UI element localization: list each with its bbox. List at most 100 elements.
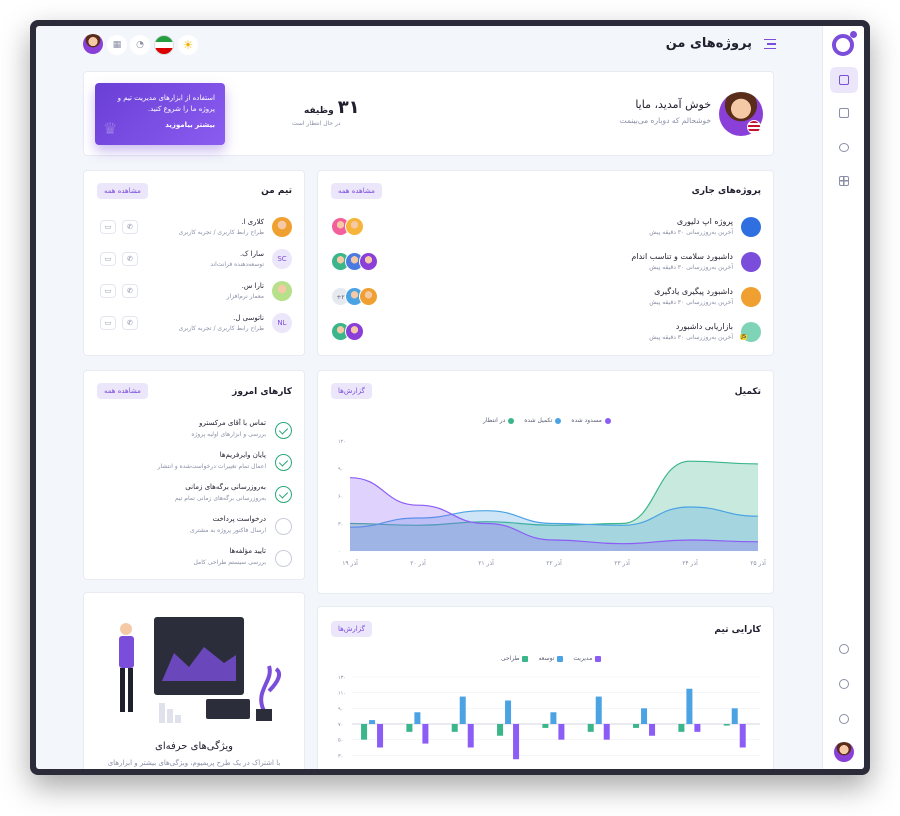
y-tick-label: ۱۱۰ [338, 691, 346, 697]
us-flag-icon [747, 120, 761, 134]
task-checkbox[interactable] [275, 550, 292, 567]
sidebar-item-search[interactable] [830, 671, 858, 697]
sidebar-item-calendar[interactable] [830, 100, 858, 126]
bar [513, 724, 520, 760]
bar [505, 700, 512, 724]
tasks-card: کارهای امروز مشاهده همه تماس با آقای مرک… [83, 370, 305, 580]
sidebar-item-apps[interactable] [830, 168, 858, 194]
project-name[interactable]: داشبورد پیگیری یادگیری [654, 287, 733, 296]
bar [678, 724, 685, 732]
flag-icon[interactable] [154, 35, 174, 55]
sidebar-item-projects[interactable] [830, 67, 858, 93]
phone-icon[interactable]: ✆ [122, 284, 138, 298]
welcome-greeting: خوش آمدید، مایا [635, 98, 711, 111]
task-checkbox[interactable] [275, 454, 292, 471]
bar [686, 688, 693, 724]
bar [550, 712, 557, 724]
y-tick-label: ۱۲۰ [338, 439, 346, 445]
project-icon [741, 287, 761, 307]
y-tick-label: ۹۰ [338, 706, 343, 712]
task-label: وظیفه [304, 106, 334, 116]
legend-completed: تکمیل شده [524, 417, 562, 424]
project-updated: آخرین به‌روزرسانی ۳۰ دقیقه پیش [649, 229, 733, 236]
task-description: بررسی و ابزارهای اولیه پروژه [191, 431, 266, 438]
bar [542, 724, 549, 728]
page-title: پروژه‌های من [665, 36, 752, 51]
top-bar: پروژه‌های من ▦ ◔ ☀ [36, 26, 822, 66]
performance-card: کارایی تیم گزارش‌ها مدیریت توسعه طراحی ۱… [317, 606, 774, 769]
team-view-all[interactable]: مشاهده همه [97, 183, 148, 199]
sidebar-item-lock[interactable] [830, 636, 858, 662]
task-checkbox[interactable] [275, 518, 292, 535]
member-role: طراح رابط کاربری / تجربه کاربری [178, 229, 264, 236]
app-logo-icon[interactable] [832, 31, 857, 56]
bell-icon[interactable]: ◔ [130, 35, 150, 55]
sidebar-rail [822, 26, 864, 769]
legend-blocked: مسدود شده [571, 417, 611, 424]
bar [739, 724, 746, 748]
video-icon[interactable]: ▭ [100, 252, 116, 266]
pro-illustration [119, 617, 282, 723]
task-title: به‌روزرسانی برگه‌های زمانی [185, 483, 266, 491]
bar [633, 724, 640, 728]
lock-icon [839, 644, 849, 654]
promo-banner: استفاده از ابزارهای مدیریت تیم و پروژه م… [95, 83, 225, 145]
profile-avatar[interactable] [83, 34, 103, 54]
y-tick-label: ۷۰ [338, 722, 343, 728]
promo-link[interactable]: بیشتر بیاموزید [165, 121, 215, 129]
video-icon[interactable]: ▭ [100, 220, 116, 234]
phone-icon[interactable]: ✆ [122, 252, 138, 266]
pro-description: با اشتراک در یک طرح پریمیوم، ویژگی‌های ب… [107, 759, 281, 767]
performance-reports-button[interactable]: گزارش‌ها [331, 621, 372, 637]
sidebar-item-settings[interactable] [830, 706, 858, 732]
project-icon [741, 217, 761, 237]
sidebar-item-messages[interactable] [830, 134, 858, 160]
y-tick-label: ۵۰ [338, 738, 343, 744]
task-description: به‌روزرسانی برگه‌های زمانی تمام تیم [174, 495, 266, 502]
member-avatar [345, 287, 364, 306]
legend-pending: در انتظار [483, 417, 515, 424]
apps-icon[interactable]: ▦ [107, 35, 127, 55]
project-name[interactable]: پروژه اپ دلیوری [676, 217, 733, 226]
bar [641, 708, 648, 724]
team-card: تیم من مشاهده همه کلاری ا. طراح رابط کارب… [83, 170, 305, 356]
bar [558, 724, 565, 740]
y-tick-label: ۳۰ [338, 522, 343, 528]
pro-title: ویژگی‌های حرفه‌ای [155, 741, 233, 752]
task-title: درخواست پرداخت [212, 515, 266, 523]
member-initials: NL [272, 313, 292, 333]
menu-icon[interactable] [764, 39, 776, 49]
phone-icon[interactable]: ✆ [122, 220, 138, 234]
tasks-view-all[interactable]: مشاهده همه [97, 383, 148, 399]
bar [377, 724, 384, 748]
promo-text: استفاده از ابزارهای مدیریت تیم و پروژه م… [117, 94, 215, 113]
video-icon[interactable]: ▭ [100, 316, 116, 330]
video-icon[interactable]: ▭ [100, 284, 116, 298]
bar [459, 696, 466, 724]
completion-reports-button[interactable]: گزارش‌ها [331, 383, 372, 399]
task-checkbox[interactable] [275, 486, 292, 503]
task-checkbox[interactable] [275, 422, 292, 439]
bar [731, 708, 738, 724]
member-name[interactable]: کلاری ا. [241, 218, 264, 226]
x-tick-label: آذر ۲۲ [546, 558, 562, 567]
member-avatar [359, 252, 378, 271]
bar [603, 724, 610, 740]
member-avatar [345, 252, 364, 271]
completion-card: تکمیل گزارش‌ها مسدود شده تکمیل شده در ان… [317, 370, 774, 594]
project-name[interactable]: داشبورد سلامت و تناسب اندام [631, 252, 733, 261]
user-avatar[interactable] [834, 742, 854, 762]
performance-title: کارایی تیم [714, 625, 761, 635]
project-name[interactable]: بازاریابی داشبورد [675, 322, 733, 331]
welcome-card: خوش آمدید، مایا خوشحالم که دوباره می‌بین… [83, 71, 774, 156]
member-name[interactable]: تارا س. [241, 282, 264, 290]
y-tick-label: ۱۳۰ [338, 675, 346, 681]
projects-view-all[interactable]: مشاهده همه [331, 183, 382, 199]
bar [414, 712, 421, 724]
phone-icon[interactable]: ✆ [122, 316, 138, 330]
member-name[interactable]: ناتوسی ل. [233, 314, 264, 322]
member-name[interactable]: سارا ک. [239, 250, 264, 258]
sun-icon[interactable]: ☀ [178, 35, 198, 55]
device-frame: پروژه‌های من ▦ ◔ ☀ خوش آمدید، مایا خوشحا… [30, 20, 870, 775]
completion-title: تکمیل [734, 387, 761, 397]
